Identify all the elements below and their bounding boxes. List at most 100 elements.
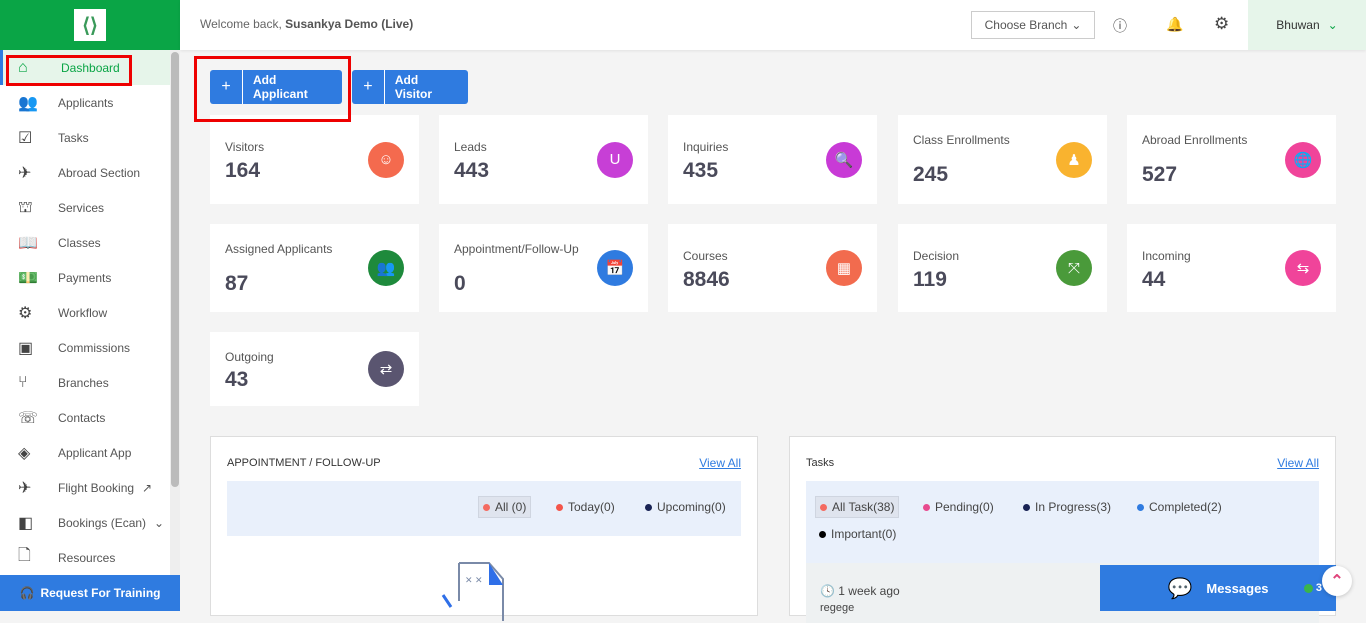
sidebar-item-applicant-app[interactable]: ◈ Applicant App <box>0 435 170 470</box>
chevron-down-icon: ⌄ <box>1071 18 1082 32</box>
file-icon: 🗋 <box>18 547 31 564</box>
stat-value: 87 <box>225 272 249 295</box>
stat-value: 0 <box>454 272 466 295</box>
filter-in-progress[interactable]: In Progress(3) <box>1019 497 1115 517</box>
org-name: Susankya Demo (Live) <box>285 17 414 31</box>
sidebar-item-tasks[interactable]: ☑ Tasks <box>0 120 170 155</box>
class-icon: ♟ <box>1056 141 1092 178</box>
service-bell-icon: ⛫ <box>18 198 33 216</box>
status-dot <box>820 503 827 511</box>
sidebar-item-commissions[interactable]: ▣ Commissions <box>0 330 170 365</box>
sidebar-item-flight-booking[interactable]: ✈ Flight Booking ↗ <box>0 470 170 505</box>
stat-card-class-enrollments[interactable]: Class Enrollments 245 ♟ <box>898 115 1107 204</box>
sidebar-item-services[interactable]: ⛫ Services <box>0 190 170 225</box>
sidebar-item-dashboard[interactable]: ⌂ Dashboard <box>0 50 170 85</box>
panel-title: APPOINTMENT / FOLLOW-UP <box>227 457 381 469</box>
filter-all-task[interactable]: All Task(38) <box>815 496 900 518</box>
filter-pending[interactable]: Pending(0) <box>919 497 998 517</box>
messages-widget[interactable]: 💬 Messages 3 <box>1100 565 1336 611</box>
choose-branch-dropdown[interactable]: Choose Branch ⌄ <box>971 11 1095 39</box>
workflow-gear-icon: ⚙ <box>18 304 33 322</box>
add-applicant-button[interactable]: + Add Applicant <box>210 70 342 104</box>
stat-card-inquiries[interactable]: Inquiries 435 🔍 <box>668 115 877 204</box>
chat-icon: 💬 <box>1167 577 1193 600</box>
stat-title: Inquiries <box>683 140 729 154</box>
course-board-icon: ▦ <box>826 250 862 286</box>
stat-card-assigned-applicants[interactable]: Assigned Applicants 87 👥 <box>210 224 419 312</box>
plus-icon: + <box>210 70 244 104</box>
users-icon: 👥 <box>18 94 38 112</box>
sidebar-scrollbar[interactable] <box>170 50 180 575</box>
sidebar-item-workflow[interactable]: ⚙ Workflow <box>0 295 170 330</box>
online-dot <box>1303 583 1313 593</box>
panel-title: Tasks <box>806 457 835 469</box>
filter-today[interactable]: Today(0) <box>552 497 619 517</box>
stat-title: Outgoing <box>225 350 274 364</box>
sidebar-item-applicants[interactable]: 👥 Applicants <box>0 85 170 120</box>
decision-arrows-icon: ⤧ <box>1056 250 1092 286</box>
stat-card-appointment-follow-up[interactable]: Appointment/Follow-Up 0 📅 <box>439 224 648 312</box>
appointment-filters: All (0) Today(0) Upcoming(0) <box>227 481 741 536</box>
gear-icon[interactable]: ⚙ <box>1214 14 1230 33</box>
visitor-icon: ☺ <box>368 141 404 178</box>
sidebar-item-payments[interactable]: 💵 Payments <box>0 260 170 295</box>
book-icon: 📖 <box>18 234 38 252</box>
stat-card-outgoing[interactable]: Outgoing 43 ⇄ <box>210 332 419 406</box>
bell-icon[interactable]: 🔔 <box>1166 16 1184 32</box>
sidebar-item-contacts[interactable]: ☏ Contacts <box>0 400 170 435</box>
clickup-icon[interactable]: ⌃ <box>1322 566 1352 596</box>
svg-text:✕ ✕: ✕ ✕ <box>465 575 483 585</box>
task-filters: All Task(38) Pending(0) In Progress(3) Comp… <box>806 481 1319 563</box>
stat-value: 527 <box>1142 163 1178 186</box>
stat-title: Appointment/Follow-Up <box>454 242 579 256</box>
assigned-users-icon: 👥 <box>368 250 404 286</box>
stat-title: Decision <box>913 249 960 263</box>
status-dot <box>483 503 490 511</box>
appointments-panel: APPOINTMENT / FOLLOW-UP View All All (0)… <box>210 436 758 621</box>
status-dot <box>1137 503 1144 511</box>
bookings-icon: ◧ <box>18 514 34 532</box>
branch-icon: ⑂ <box>18 373 28 391</box>
alert-icon[interactable]: ⓘ <box>1113 18 1127 34</box>
sidebar-item-bookings-ecan[interactable]: ◧ Bookings (Ecan) ⌄ <box>0 505 170 540</box>
commission-icon: ▣ <box>18 339 34 357</box>
stat-card-abroad-enrollments[interactable]: Abroad Enrollments 527 🌐 <box>1127 115 1336 204</box>
empty-state-illustration: ✕ ✕ <box>441 562 504 621</box>
clock-icon: 🕓 <box>820 584 835 598</box>
status-dot <box>923 503 930 511</box>
request-training-button[interactable]: 🎧 Request For Training <box>0 575 180 611</box>
stat-value: 443 <box>454 159 490 182</box>
logo[interactable]: ⟨⟩ <box>0 0 180 50</box>
sidebar-item-branches[interactable]: ⑂ Branches <box>0 365 170 400</box>
sidebar-item-classes[interactable]: 📖 Classes <box>0 225 170 260</box>
plus-icon: + <box>352 70 385 104</box>
stat-title: Courses <box>683 249 728 263</box>
app-icon: ◈ <box>18 444 31 462</box>
flight-icon: ✈ <box>18 479 32 497</box>
filter-upcoming[interactable]: Upcoming(0) <box>641 497 730 517</box>
status-dot <box>1023 503 1030 511</box>
headset-icon: 🎧 <box>19 586 35 600</box>
filter-completed[interactable]: Completed(2) <box>1133 497 1226 517</box>
stat-card-leads[interactable]: Leads 443 U <box>439 115 648 204</box>
sidebar-item-resources[interactable]: 🗋 Resources <box>0 540 170 575</box>
outgoing-icon: ⇄ <box>368 351 404 387</box>
inquiry-search-icon: 🔍 <box>826 141 862 178</box>
money-icon: 💵 <box>18 269 38 287</box>
stat-card-courses[interactable]: Courses 8846 ▦ <box>668 224 877 312</box>
stat-card-decision[interactable]: Decision 119 ⤧ <box>898 224 1107 312</box>
status-dot <box>819 530 826 538</box>
stat-card-visitors[interactable]: Visitors 164 ☺ <box>210 115 419 204</box>
view-all-link[interactable]: View All <box>1277 456 1319 470</box>
calendar-icon: 📅 <box>597 250 633 286</box>
filter-important[interactable]: Important(0) <box>815 524 900 544</box>
contact-card-icon: ☏ <box>18 409 39 427</box>
user-menu[interactable]: Bhuwan ⌄ <box>1248 0 1366 50</box>
plane-icon: ✈ <box>18 164 32 182</box>
chevron-down-icon: ⌄ <box>1327 18 1338 32</box>
sidebar-item-abroad-section[interactable]: ✈ Abroad Section <box>0 155 170 190</box>
filter-all[interactable]: All (0) <box>478 496 532 518</box>
view-all-link[interactable]: View All <box>699 456 741 470</box>
add-visitor-button[interactable]: + Add Visitor <box>352 70 468 104</box>
stat-card-incoming[interactable]: Incoming 44 ⇆ <box>1127 224 1336 312</box>
